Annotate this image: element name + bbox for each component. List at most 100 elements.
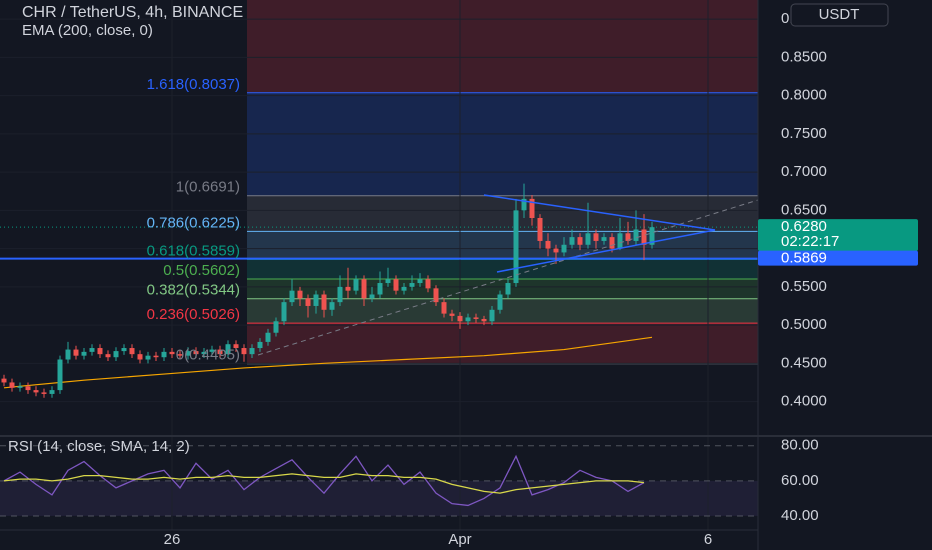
candle-body xyxy=(377,283,383,295)
rsi-tick-label: 60.00 xyxy=(781,472,819,489)
fib-level-label: 0(0.4495) xyxy=(176,347,240,364)
candle-body xyxy=(321,294,327,310)
candle-body xyxy=(265,332,271,342)
candle-body xyxy=(649,227,655,245)
candle-body xyxy=(625,233,631,241)
candle-body xyxy=(193,351,199,355)
triangle-upper xyxy=(483,194,716,231)
triangle-lower xyxy=(496,229,716,273)
trend-line xyxy=(257,199,759,356)
candle-body xyxy=(297,290,303,299)
candle-body xyxy=(601,237,607,241)
candle-body xyxy=(169,351,175,355)
currency-label[interactable]: USDT xyxy=(819,6,860,23)
candle-body xyxy=(305,298,311,306)
candle-body xyxy=(73,349,79,356)
candle-body xyxy=(225,344,231,355)
candle-body xyxy=(273,321,279,333)
candle-body xyxy=(505,283,511,295)
y-tick-label: 0.4000 xyxy=(781,393,827,410)
fib-zone xyxy=(247,259,758,280)
candle-body xyxy=(497,294,503,310)
fib-zone xyxy=(247,279,758,299)
candle-body xyxy=(161,351,167,358)
candle-body xyxy=(633,229,639,241)
y-tick-label: 0.8500 xyxy=(781,48,827,65)
candle-body xyxy=(257,341,263,349)
labels: 26Apr60.40000.45000.50000.55000.60000.65… xyxy=(147,10,918,548)
candle-body xyxy=(361,279,367,299)
candle-body xyxy=(345,286,351,291)
candle-body xyxy=(313,294,319,306)
candle-body xyxy=(233,344,239,349)
grid xyxy=(0,445,758,517)
rsi-title: RSI (14, close, SMA, 14, 2) xyxy=(8,438,190,455)
rsi-band xyxy=(0,480,758,516)
candle-body xyxy=(89,348,95,352)
fib-level-label: 1(0.6691) xyxy=(176,179,240,196)
candle-body xyxy=(25,386,31,391)
candle-body xyxy=(569,237,575,245)
candle-body xyxy=(369,294,375,299)
y-tick-label: 0.4500 xyxy=(781,354,827,371)
candle-body xyxy=(137,354,143,360)
indicator-title: EMA (200, close, 0) xyxy=(22,22,153,39)
y-tick-label: 0.8000 xyxy=(781,87,827,104)
candle-body xyxy=(1,378,7,383)
candle-body xyxy=(209,349,215,352)
candle-body xyxy=(337,286,343,303)
currency-box[interactable] xyxy=(790,3,889,27)
candle-body xyxy=(561,244,567,253)
fib-level-label: 0.618(0.5859) xyxy=(147,242,240,259)
candle-body xyxy=(449,313,455,316)
x-tick-label: 26 xyxy=(164,531,181,548)
candle-body xyxy=(593,233,599,241)
candle-body xyxy=(153,355,159,358)
rsi-tick-label: 40.00 xyxy=(781,507,819,524)
candle-body xyxy=(41,392,47,394)
y-tick-label: 0.5000 xyxy=(781,316,827,333)
candle-body xyxy=(353,279,359,291)
fib-level-label: 0.236(0.5026) xyxy=(147,306,240,323)
candle-body xyxy=(65,349,71,360)
candle-body xyxy=(249,348,255,355)
candle-body xyxy=(553,248,559,253)
candle-body xyxy=(217,349,223,355)
candle-body xyxy=(129,348,135,355)
candle-body xyxy=(537,218,543,241)
rsi-tick-label: 80.00 xyxy=(781,437,819,454)
marks xyxy=(0,183,758,507)
fib-level-label: 1.618(0.8037) xyxy=(147,76,240,93)
fib-zone xyxy=(247,231,758,260)
candle-body xyxy=(545,240,551,249)
candle-body xyxy=(49,390,55,394)
price-tag-label: 0.6280 xyxy=(781,218,827,235)
candle-body xyxy=(289,290,295,303)
candle-body xyxy=(9,382,15,388)
candle-body xyxy=(585,233,591,245)
candle-body xyxy=(121,348,127,352)
candle-body xyxy=(409,283,415,287)
x-tick-label: Apr xyxy=(448,531,471,548)
y-tick-label: 0.5500 xyxy=(781,278,827,295)
candle-body xyxy=(329,302,335,310)
candle-body xyxy=(577,237,583,245)
candle-body xyxy=(513,210,519,284)
candle-body xyxy=(105,354,111,358)
candle-body xyxy=(113,351,119,358)
chart-title: CHR / TetherUS, 4h, BINANCE xyxy=(22,4,243,21)
candle-body xyxy=(385,279,391,284)
y-tick-label: 0.7500 xyxy=(781,125,827,142)
y-tick-label: 0.6500 xyxy=(781,201,827,218)
y-tick-label: 0.7000 xyxy=(781,163,827,180)
price-tag xyxy=(758,250,918,266)
candle-body xyxy=(201,351,207,355)
candle-body xyxy=(641,229,647,245)
candle-body xyxy=(145,355,151,360)
candle-body xyxy=(473,317,479,319)
rsi-line xyxy=(3,473,645,494)
candle-body xyxy=(417,279,423,284)
ema-line xyxy=(3,336,653,389)
